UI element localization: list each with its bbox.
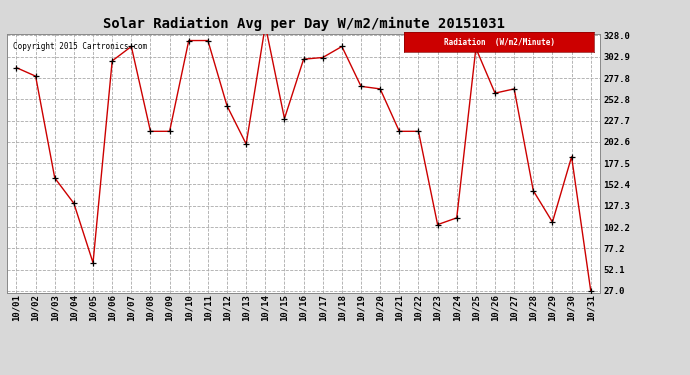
Title: Solar Radiation Avg per Day W/m2/minute 20151031: Solar Radiation Avg per Day W/m2/minute …: [103, 17, 504, 31]
Text: Copyright 2015 Cartronics.com: Copyright 2015 Cartronics.com: [13, 42, 147, 51]
